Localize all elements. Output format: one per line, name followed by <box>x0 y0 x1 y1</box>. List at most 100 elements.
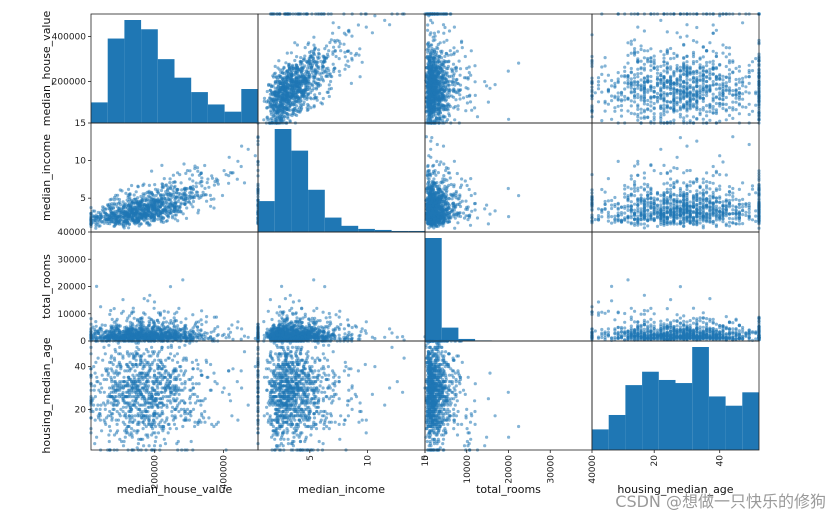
point-median_house_value-vs-housing_median_age <box>669 106 673 110</box>
point-median_house_value-vs-housing_median_age <box>711 49 715 53</box>
point-median_house_value-vs-housing_median_age <box>652 58 656 62</box>
point-median_house_value-vs-housing_median_age <box>636 86 640 90</box>
point-median_house_value-vs-housing_median_age <box>678 108 683 112</box>
point-median_house_value-vs-housing_median_age <box>724 102 728 106</box>
point-median_house_value-vs-housing_median_age <box>741 97 745 101</box>
point-median_house_value-vs-total_rooms <box>452 25 456 29</box>
hist-bar-median_income-2 <box>291 150 309 232</box>
point-median_house_value-vs-housing_median_age <box>652 62 656 66</box>
point-median_house_value-vs-housing_median_age <box>642 96 647 100</box>
point-median_income-vs-median_house_value <box>174 195 178 199</box>
point-median_income-vs-median_house_value <box>168 186 172 190</box>
point-median_income-vs-median_house_value <box>170 195 174 199</box>
point-median_house_value-vs-housing_median_age <box>685 87 689 91</box>
point-median_income-vs-median_house_value <box>139 194 143 199</box>
point-median_house_value-vs-median_income <box>285 106 289 110</box>
point-median_house_value-vs-housing_median_age <box>596 87 601 91</box>
point-median_house_value-vs-housing_median_age <box>731 59 735 63</box>
point-median_house_value-vs-housing_median_age <box>669 46 673 51</box>
point-median_house_value-vs-housing_median_age <box>613 85 617 89</box>
point-median_house_value-vs-median_income <box>280 86 285 90</box>
point-median_income-vs-median_house_value <box>180 196 184 200</box>
point-median_house_value-vs-total_rooms <box>430 21 435 25</box>
point-median_house_value-vs-housing_median_age <box>678 112 683 116</box>
point-median_income-vs-median_house_value <box>121 222 125 226</box>
point-median_house_value-vs-housing_median_age <box>737 80 742 84</box>
point-median_house_value-vs-housing_median_age <box>629 111 633 115</box>
point-median_house_value-vs-housing_median_age <box>711 80 715 84</box>
point-median_house_value-vs-housing_median_age <box>659 49 663 53</box>
point-median_house_value-vs-median_income <box>320 67 324 71</box>
point-median_house_value-vs-housing_median_age <box>744 85 748 89</box>
point-median_house_value-vs-housing_median_age <box>741 92 745 96</box>
point-median_income-vs-median_house_value <box>162 177 166 181</box>
hist-bar-median_income-4 <box>324 217 342 232</box>
point-median_house_value-vs-total_rooms <box>465 101 469 105</box>
point-median_income-vs-median_house_value <box>130 207 134 211</box>
point-median_house_value-vs-median_income <box>312 80 316 84</box>
point-median_income-vs-median_house_value <box>183 187 187 191</box>
point-median_house_value-vs-median_income <box>327 72 331 76</box>
point-median_house_value-vs-housing_median_age <box>698 57 702 61</box>
point-median_house_value-vs-housing_median_age <box>731 93 735 97</box>
point-median_house_value-vs-median_income <box>349 51 353 55</box>
point-median_house_value-vs-housing_median_age <box>678 65 683 69</box>
point-median_income-vs-median_house_value <box>130 183 134 188</box>
point-median_house_value-vs-median_income <box>350 58 354 62</box>
point-median_house_value-vs-housing_median_age <box>705 70 709 74</box>
point-median_house_value-vs-housing_median_age <box>698 84 702 88</box>
point-median_income-vs-median_house_value <box>146 194 150 198</box>
point-median_house_value-vs-housing_median_age <box>705 60 709 65</box>
point-median_house_value-vs-housing_median_age <box>659 18 663 22</box>
point-median_house_value-vs-housing_median_age <box>727 88 732 92</box>
point-median_income-vs-median_house_value <box>112 211 116 215</box>
point-median_house_value-vs-median_income <box>299 56 303 60</box>
point-median_house_value-vs-housing_median_age <box>695 89 699 93</box>
point-median_house_value-vs-total_rooms <box>452 51 456 55</box>
point-median_house_value-vs-housing_median_age <box>685 70 689 74</box>
point-median_house_value-vs-median_income <box>296 94 300 99</box>
point-median_income-vs-median_house_value <box>136 206 140 210</box>
point-median_house_value-vs-housing_median_age <box>636 60 640 64</box>
point-median_house_value-vs-median_income <box>388 23 392 27</box>
point-median_house_value-vs-median_income <box>317 77 321 81</box>
point-median_house_value-vs-total_rooms <box>453 66 457 70</box>
point-median_house_value-vs-housing_median_age <box>695 94 699 99</box>
point-median_house_value-vs-housing_median_age <box>711 67 715 71</box>
point-median_income-vs-median_house_value <box>150 206 154 210</box>
point-median_house_value-vs-housing_median_age <box>672 56 676 60</box>
point-median_house_value-vs-housing_median_age <box>649 56 653 60</box>
point-median_income-vs-median_house_value <box>172 207 177 211</box>
point-median_house_value-vs-housing_median_age <box>659 87 663 91</box>
point-median_house_value-vs-median_income <box>283 81 287 85</box>
point-median_house_value-vs-housing_median_age <box>711 59 715 63</box>
point-median_house_value-vs-housing_median_age <box>629 51 633 55</box>
point-median_house_value-vs-housing_median_age <box>695 40 699 44</box>
point-median_income-vs-median_house_value <box>178 205 182 209</box>
point-median_house_value-vs-housing_median_age <box>636 57 640 61</box>
point-median_house_value-vs-median_income <box>358 75 362 79</box>
point-median_income-vs-total_rooms <box>429 147 433 151</box>
point-median_house_value-vs-housing_median_age <box>616 80 620 85</box>
point-median_house_value-vs-total_rooms <box>457 59 461 63</box>
point-median_house_value-vs-total_rooms <box>438 109 442 113</box>
point-median_house_value-vs-housing_median_age <box>603 56 607 60</box>
point-median_house_value-vs-housing_median_age <box>659 64 663 68</box>
point-median_income-vs-median_house_value <box>191 205 195 209</box>
point-median_house_value-vs-housing_median_age <box>678 85 683 89</box>
point-median_house_value-vs-total_rooms <box>434 70 438 74</box>
point-median_income-vs-median_house_value <box>156 214 160 218</box>
point-median_income-vs-median_house_value <box>123 212 127 216</box>
point-median_house_value-vs-housing_median_age <box>714 66 719 70</box>
point-median_house_value-vs-housing_median_age <box>685 34 689 38</box>
point-median_house_value-vs-housing_median_age <box>682 65 686 69</box>
point-median_house_value-vs-median_income <box>311 56 315 60</box>
point-median_house_value-vs-median_income <box>284 84 288 88</box>
point-median_house_value-vs-median_income <box>350 34 354 38</box>
point-median_income-vs-median_house_value <box>145 212 149 216</box>
point-median_house_value-vs-housing_median_age <box>639 78 643 82</box>
point-median_income-vs-median_house_value <box>104 211 108 215</box>
point-median_house_value-vs-housing_median_age <box>655 71 660 75</box>
point-median_income-vs-median_house_value <box>118 210 122 214</box>
hist-bar-median_income-6 <box>358 228 375 232</box>
